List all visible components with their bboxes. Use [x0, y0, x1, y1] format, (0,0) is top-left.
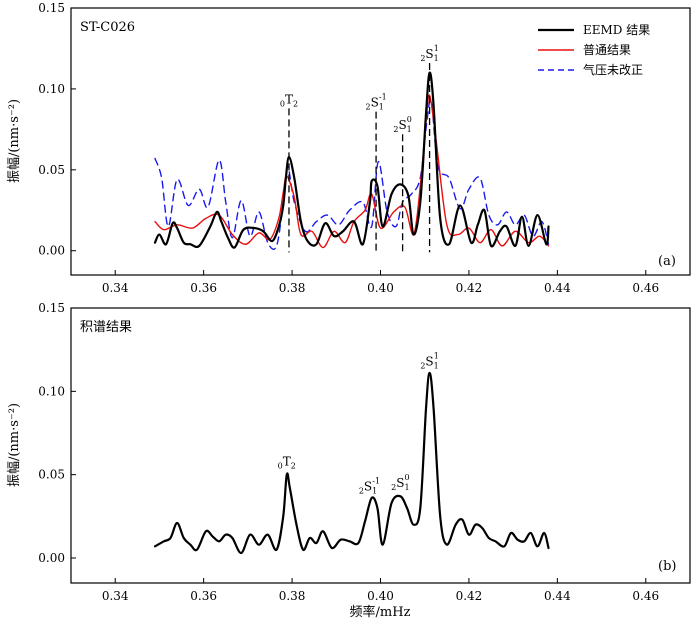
x-tick-label: 0.46 [632, 589, 659, 603]
peak-label: 2S1-1 [359, 476, 380, 495]
peak-label: 0T2 [278, 454, 296, 470]
y-tick-label: 0.15 [38, 1, 65, 15]
mode-label: 2S10 [393, 115, 412, 134]
y-tick-label: 0.10 [38, 384, 65, 398]
x-tick-label: 0.40 [367, 589, 394, 603]
x-tick-label: 0.36 [190, 589, 217, 603]
panel-b-ylabel: 振幅/(nm·s⁻²) [7, 403, 22, 487]
series-line [154, 94, 550, 249]
mode-label: 0T2 [280, 92, 298, 108]
x-tick-label: 0.34 [102, 589, 129, 603]
y-tick-label: 0.10 [38, 82, 65, 96]
x-tick-label: 0.42 [456, 589, 483, 603]
x-tick-label: 0.42 [456, 281, 483, 295]
x-tick-label: 0.38 [279, 281, 306, 295]
series-line [153, 71, 550, 249]
mode-label: 2S11 [420, 44, 439, 63]
x-tick-label: 0.44 [544, 589, 571, 603]
x-tick-label: 0.38 [279, 589, 306, 603]
legend-label-pressure: 气压未改正 [583, 62, 643, 77]
series-line [153, 371, 550, 555]
x-tick-label: 0.46 [632, 281, 659, 295]
x-tick-label: 0.36 [190, 281, 217, 295]
peak-label: 2S11 [420, 351, 439, 370]
legend-label-eemd: EEMD 结果 [583, 23, 650, 37]
series-line [154, 99, 550, 250]
x-axis-label: 频率/mHz [350, 604, 411, 620]
panel-a-label: (a) [658, 254, 676, 269]
x-tick-label: 0.40 [367, 281, 394, 295]
panel-b-title: 积谱结果 [80, 320, 132, 335]
x-tick-label: 0.44 [544, 281, 571, 295]
mode-label: 2S1-1 [365, 93, 386, 112]
y-tick-label: 0.15 [38, 301, 65, 315]
panel-b-label: (b) [658, 559, 676, 574]
panel-a-ylabel: 振幅/(nm·s⁻²) [7, 99, 22, 183]
peak-label: 2S10 [391, 473, 410, 492]
panel-a: ST-C026 (a) 振幅/(nm·s⁻²) EEMD 结果 普通结果 气压未… [7, 1, 691, 295]
y-tick-label: 0.00 [38, 244, 65, 258]
station-label: ST-C026 [80, 20, 135, 35]
y-tick-label: 0.00 [38, 551, 65, 565]
x-tick-label: 0.34 [102, 281, 129, 295]
legend-label-ordinary: 普通结果 [583, 43, 631, 57]
legend: EEMD 结果 普通结果 气压未改正 [538, 23, 650, 77]
y-tick-label: 0.05 [38, 468, 65, 482]
panel-b: 积谱结果 (b) 振幅/(nm·s⁻²) 频率/mHz 0.34 0.36 0.38… [7, 301, 691, 620]
y-tick-label: 0.05 [38, 163, 65, 177]
